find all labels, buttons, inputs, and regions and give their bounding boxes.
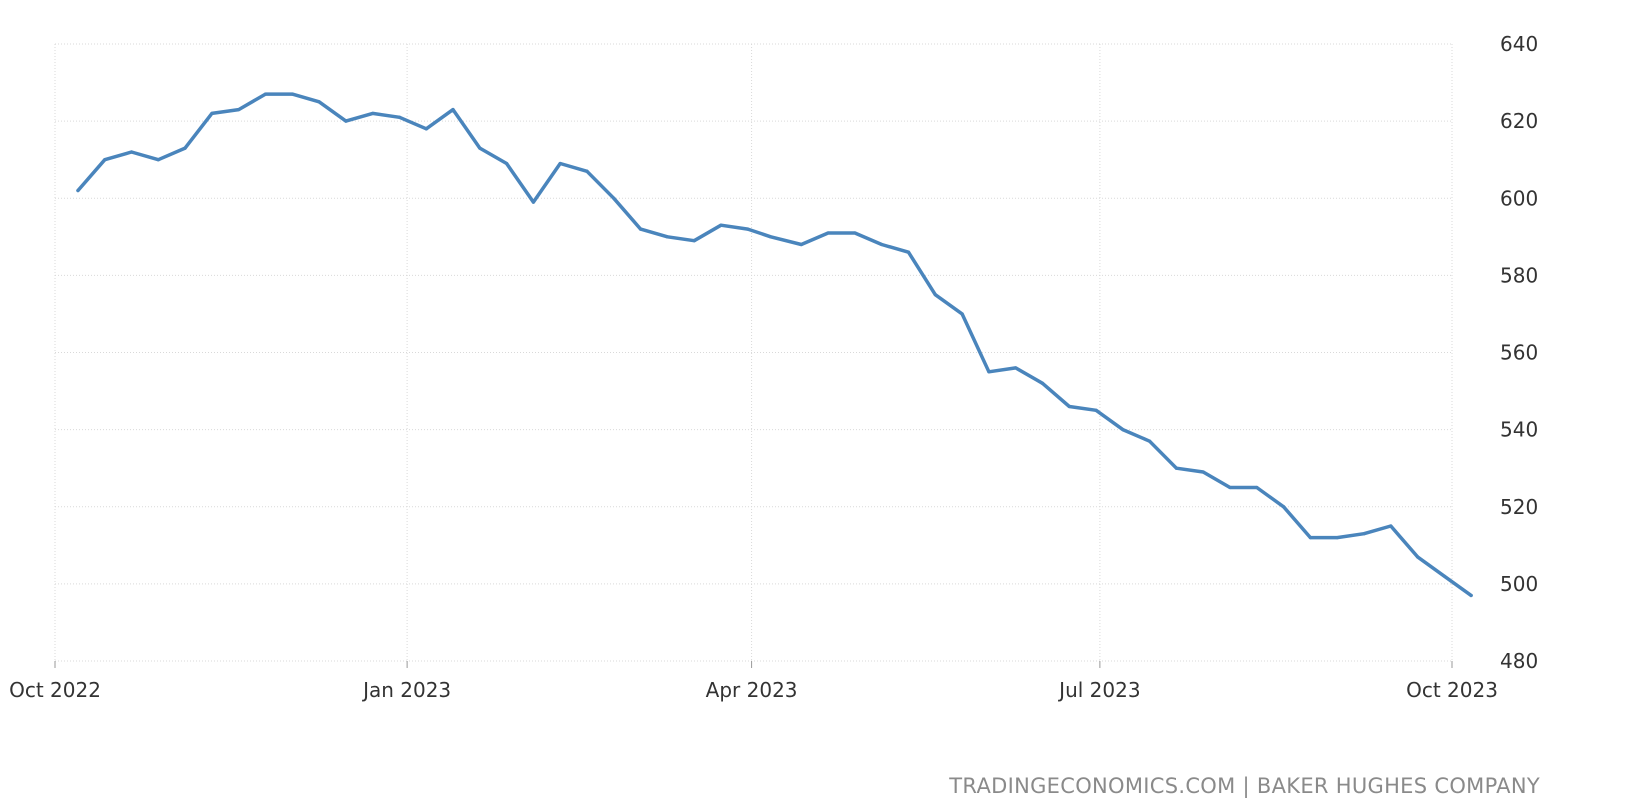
- data-point: [371, 111, 375, 116]
- data-point: [933, 293, 937, 297]
- data-point: [478, 146, 482, 150]
- data-point: [1040, 381, 1045, 385]
- data-point: [424, 127, 428, 131]
- data-point: [558, 161, 562, 166]
- data-point: [585, 169, 589, 173]
- data-point: [1174, 466, 1179, 470]
- data-point: [665, 235, 669, 239]
- data-point: [1201, 470, 1205, 474]
- data-point: [451, 107, 455, 112]
- y-tick-label: 520: [1500, 495, 1538, 519]
- data-point: [1389, 524, 1393, 528]
- y-tick-label: 540: [1500, 418, 1538, 442]
- x-tick-label: Apr 2023: [706, 678, 798, 702]
- data-point: [906, 250, 911, 254]
- y-tick-label: 600: [1500, 186, 1538, 210]
- data-point: [344, 119, 348, 123]
- data-point: [799, 242, 803, 247]
- data-point: [769, 235, 773, 239]
- y-tick-label: 580: [1500, 263, 1538, 287]
- data-point: [183, 146, 187, 150]
- data-point: [317, 100, 321, 104]
- data-point: [746, 227, 750, 231]
- data-point: [531, 200, 536, 204]
- data-point: [638, 227, 643, 231]
- x-tick-label: Jul 2023: [1057, 678, 1140, 702]
- data-point: [880, 242, 884, 247]
- data-point: [692, 239, 696, 243]
- data-point: [1308, 536, 1312, 540]
- data-point: [1335, 536, 1339, 540]
- data-point: [505, 161, 509, 166]
- data-point: [1014, 366, 1018, 370]
- data-point: [719, 223, 723, 227]
- data-point: [1415, 555, 1420, 559]
- data-point: [290, 92, 294, 96]
- data-point: [960, 312, 964, 316]
- data-point: [263, 92, 268, 96]
- data-point: [1442, 574, 1446, 578]
- data-point: [103, 158, 107, 162]
- x-tick-label: Oct 2022: [9, 678, 101, 702]
- y-tick-label: 480: [1500, 649, 1538, 673]
- data-point: [1121, 428, 1125, 432]
- data-point: [1148, 439, 1152, 443]
- y-tick-label: 560: [1500, 341, 1538, 365]
- x-axis-ticks: Oct 2022 Jan 2023 Apr 2023 Jul 2023 Oct 2023: [9, 661, 1498, 702]
- x-tick-label: Jan 2023: [361, 678, 451, 702]
- data-point: [156, 158, 160, 162]
- data-point: [1469, 593, 1473, 598]
- data-point: [1255, 485, 1259, 490]
- series-layer: [76, 92, 1473, 598]
- data-point: [1228, 485, 1232, 490]
- data-point: [76, 188, 80, 193]
- series-line: [76, 92, 1473, 598]
- data-point: [1094, 408, 1098, 412]
- data-point: [612, 196, 616, 200]
- y-tick-label: 500: [1500, 572, 1538, 596]
- data-point: [826, 231, 830, 235]
- y-tick-label: 620: [1500, 109, 1538, 133]
- data-point: [1067, 404, 1071, 409]
- y-tick-label: 640: [1500, 32, 1538, 56]
- data-point: [853, 231, 857, 235]
- grid-lines: [54, 43, 1453, 662]
- y-axis-ticks: 480 500 520 540 560 580 600 620 640: [1500, 32, 1538, 673]
- data-point: [237, 107, 241, 112]
- data-point: [397, 115, 402, 119]
- source-credit: TRADINGECONOMICS.COM | BAKER HUGHES COMP…: [949, 774, 1540, 798]
- data-point: [1281, 505, 1286, 509]
- data-point: [210, 111, 214, 116]
- data-point: [987, 370, 991, 374]
- data-point: [129, 150, 134, 154]
- x-tick-label: Oct 2023: [1406, 678, 1498, 702]
- data-point: [1362, 532, 1366, 536]
